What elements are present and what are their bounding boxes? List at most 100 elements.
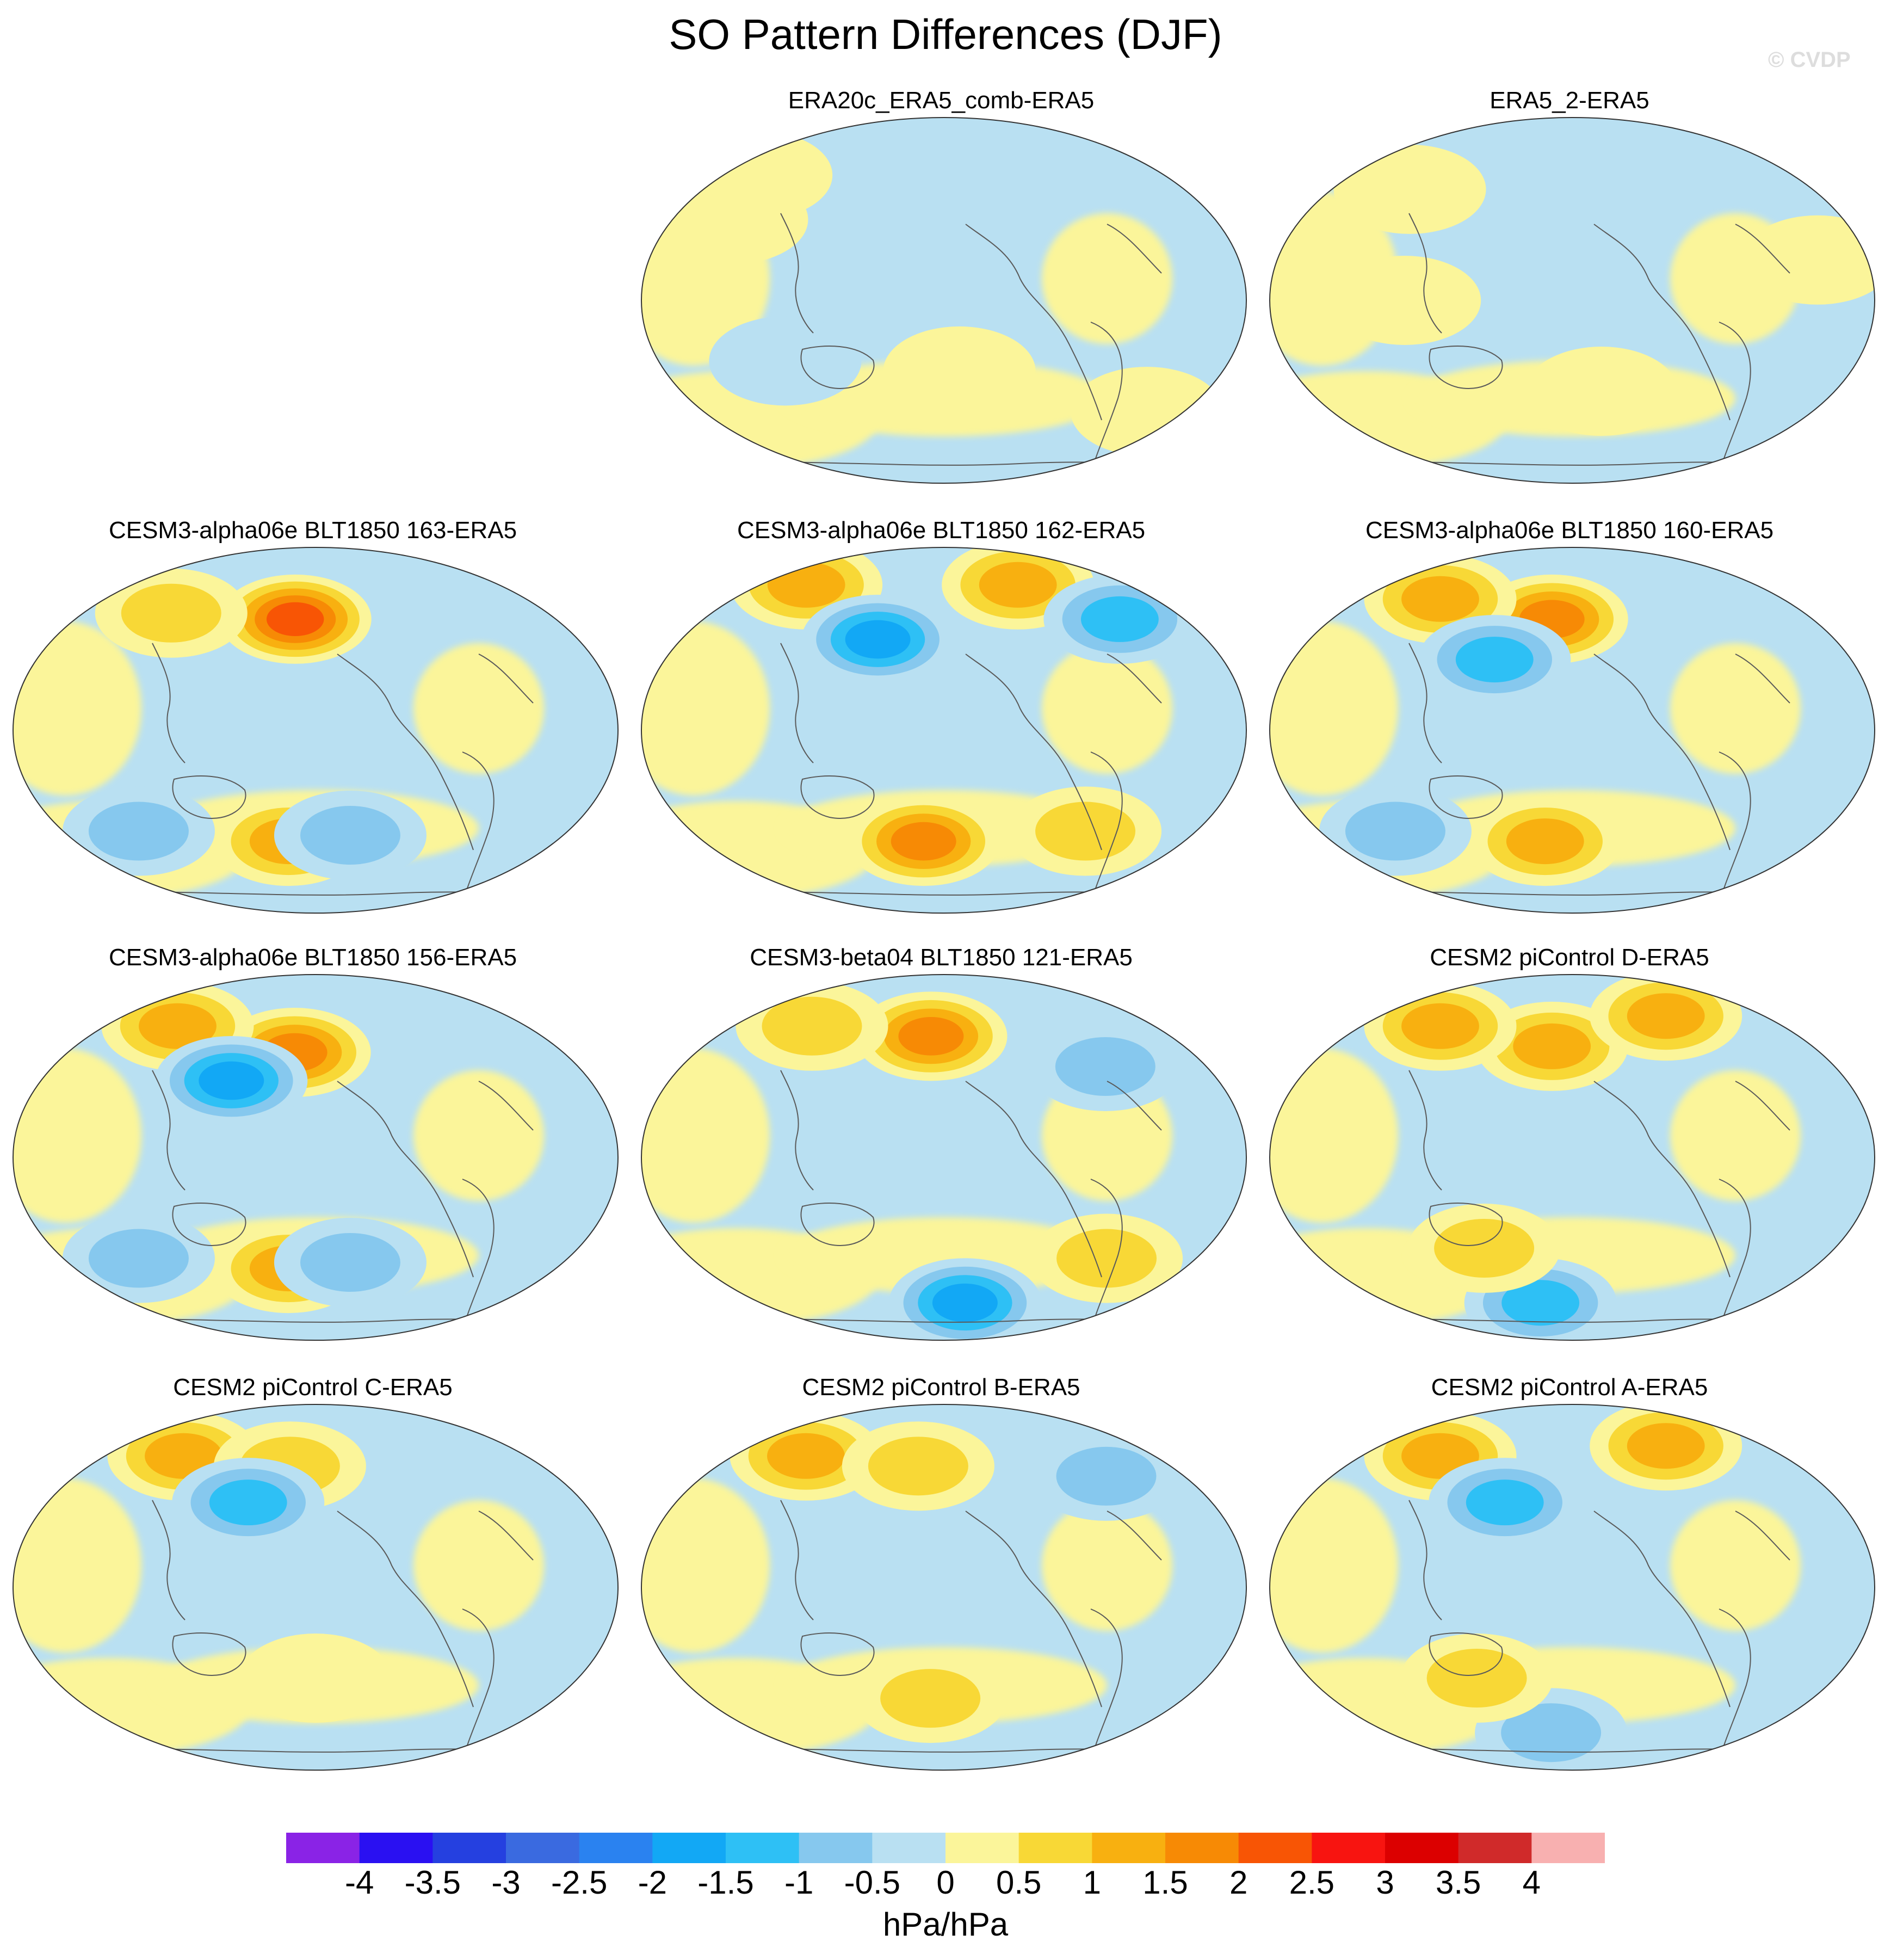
- coastline: [1429, 346, 1503, 389]
- colorbar-box: [726, 1833, 800, 1863]
- contour-blob: [1333, 144, 1486, 234]
- coastline: [1719, 322, 1751, 475]
- contour-blob: [880, 1669, 981, 1728]
- contour-blob: [1501, 1280, 1580, 1326]
- panel-title: CESM3-alpha06e BLT1850 156-ERA5: [108, 944, 517, 971]
- contour-band: [413, 1070, 544, 1201]
- colorbar-tick-label: -2.5: [551, 1864, 608, 1901]
- contour-blob: [1741, 215, 1875, 305]
- contour-blob: [883, 326, 1036, 416]
- coastline: [478, 1081, 534, 1131]
- contour-blob: [1466, 1480, 1544, 1526]
- contour-blob: [1455, 637, 1534, 683]
- coastline: [965, 1081, 1102, 1278]
- contour-blob: [1056, 1446, 1157, 1506]
- coastline: [1593, 1081, 1731, 1278]
- colorbar-box: [652, 1833, 726, 1863]
- contour-band: [1042, 643, 1172, 774]
- colorbar-box: [1458, 1833, 1532, 1863]
- map-border: [641, 547, 1247, 914]
- coastline: [780, 643, 814, 763]
- coastline: [965, 1511, 1102, 1708]
- coastline: [1429, 1632, 1503, 1676]
- colorbar-tick-label: -3: [491, 1864, 521, 1901]
- coastline: [1107, 1511, 1162, 1561]
- contour-blob: [209, 1480, 287, 1526]
- contour-blob: [767, 1433, 845, 1479]
- contour-blob: [709, 316, 862, 406]
- panel-title: CESM2 piControl A-ERA5: [1431, 1374, 1708, 1401]
- coastline: [1719, 1179, 1751, 1332]
- map-panel: CESM2 piControl A-ERA5: [1257, 1374, 1882, 1798]
- coastline: [1408, 643, 1442, 763]
- contour-blob: [1525, 347, 1678, 436]
- colorbar-box: [506, 1833, 580, 1863]
- coastline: [1593, 1511, 1731, 1708]
- colorbar: [286, 1833, 1605, 1863]
- coastline: [1735, 1081, 1790, 1131]
- map-plot: [641, 1404, 1247, 1771]
- contour-blob: [1506, 818, 1584, 865]
- contour-band: [1670, 1500, 1801, 1631]
- coastline: [462, 1608, 495, 1762]
- coastline: [337, 654, 474, 850]
- contour-blob: [1401, 576, 1479, 622]
- contour-blob: [1035, 802, 1136, 861]
- colorbar-box: [1238, 1833, 1312, 1863]
- coastline: [1090, 1179, 1123, 1332]
- map-panel: CESM2 piControl C-ERA5: [0, 1374, 626, 1798]
- contour-blob: [898, 1017, 964, 1056]
- contour-band: [413, 643, 544, 774]
- colorbar-tick-label: -1.5: [697, 1864, 754, 1901]
- contour-blob: [762, 996, 862, 1056]
- coastline: [337, 1511, 474, 1708]
- colorbar-tick-label: 2.5: [1289, 1864, 1335, 1901]
- colorbar-tick-label: 3.5: [1435, 1864, 1481, 1901]
- coastline: [800, 1203, 875, 1246]
- coastline: [1408, 213, 1442, 334]
- contour-blob: [300, 1232, 400, 1292]
- map-panel: ERA5_2-ERA5: [1257, 87, 1882, 511]
- colorbar-box: [946, 1833, 1019, 1863]
- panel-title: CESM3-alpha06e BLT1850 162-ERA5: [737, 517, 1146, 544]
- contour-blob: [932, 1283, 998, 1322]
- map-panel: CESM3-alpha06e BLT1850 162-ERA5: [628, 517, 1254, 941]
- contour-blob: [121, 583, 221, 643]
- contour-blob: [1071, 367, 1223, 457]
- coastline: [152, 1500, 186, 1620]
- coastline: [1107, 654, 1162, 704]
- map-plot: [641, 547, 1247, 914]
- coastline: [152, 1070, 186, 1191]
- coastline: [780, 1500, 814, 1620]
- colorbar-box: [1312, 1833, 1386, 1863]
- coastline: [800, 1632, 875, 1676]
- map-border: [1269, 1404, 1875, 1771]
- colorbar-tick-label: 2: [1229, 1864, 1248, 1901]
- colorbar-units: hPa/hPa: [882, 1906, 1009, 1943]
- colorbar-tick-label: 3: [1376, 1864, 1394, 1901]
- contour-blob: [1345, 802, 1445, 861]
- contour-blob: [979, 562, 1057, 608]
- map-plot: [1269, 1404, 1875, 1771]
- contour-blob: [1055, 1037, 1155, 1096]
- map-plot: [13, 547, 619, 914]
- coastline: [1090, 322, 1123, 475]
- map-plot: [13, 974, 619, 1341]
- map-panel: CESM3-alpha06e BLT1850 156-ERA5: [0, 944, 626, 1369]
- contour-band: [1042, 1500, 1172, 1631]
- colorbar-box: [432, 1833, 506, 1863]
- coastline: [462, 751, 495, 905]
- map-border: [641, 974, 1247, 1341]
- contour-band: [1670, 1070, 1801, 1201]
- colorbar-box: [1385, 1833, 1459, 1863]
- contour-band: [1670, 643, 1801, 774]
- coastline: [478, 1511, 534, 1561]
- contour-blob: [139, 1003, 217, 1049]
- map-panel: CESM3-alpha06e BLT1850 160-ERA5: [1257, 517, 1882, 941]
- contour-band: [1042, 213, 1172, 344]
- coastline: [462, 1179, 495, 1332]
- contour-blob: [1328, 256, 1481, 345]
- colorbar-tick-label: -3.5: [404, 1864, 461, 1901]
- coastline: [1593, 654, 1731, 850]
- coastline: [478, 654, 534, 704]
